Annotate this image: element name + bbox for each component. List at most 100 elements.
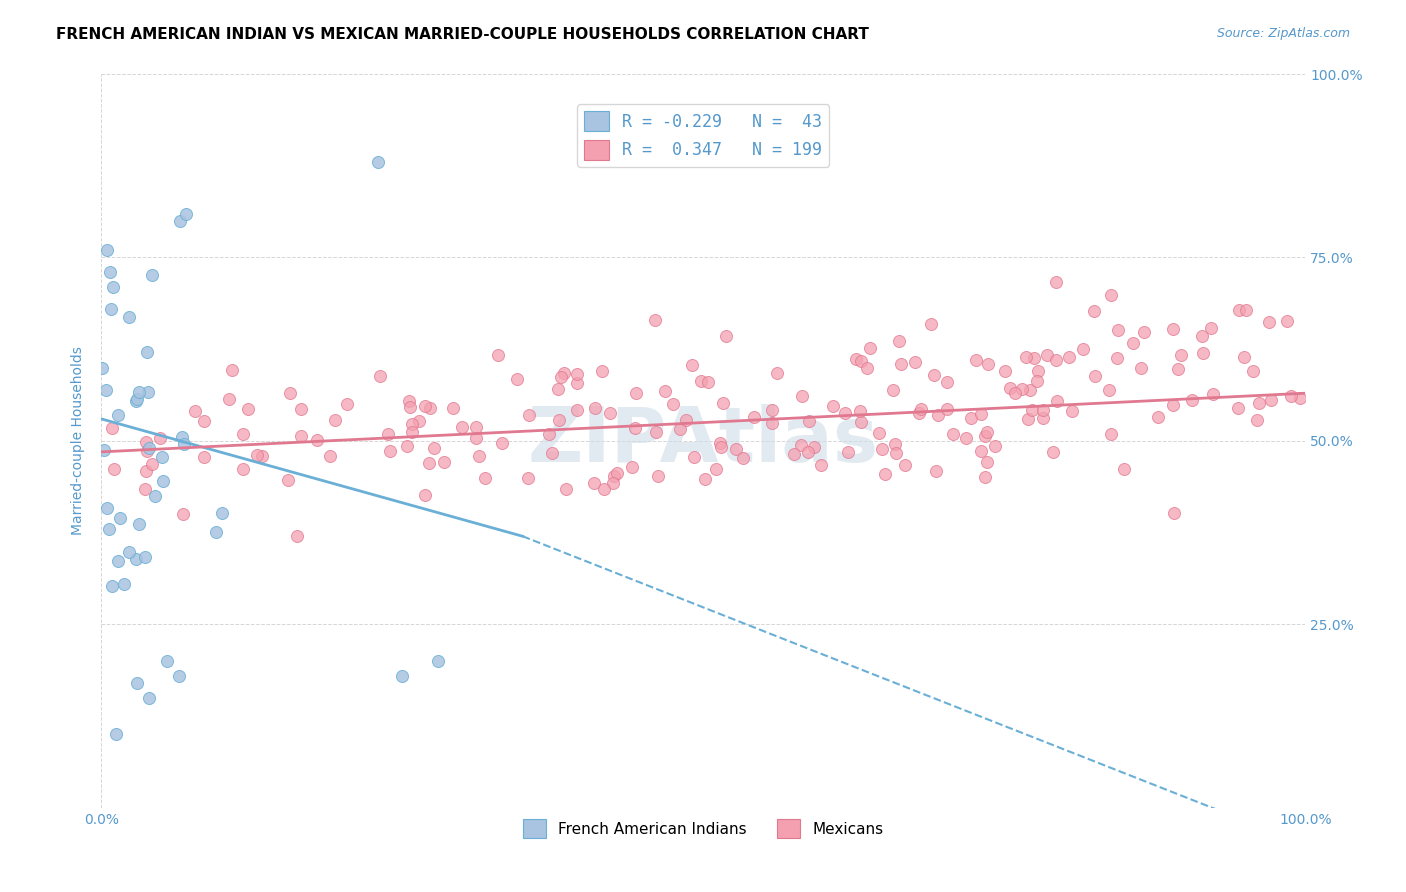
Point <box>1289 391 1312 405</box>
Point <box>128 517 150 532</box>
Point <box>936 401 959 416</box>
Point <box>870 442 893 457</box>
Point <box>221 363 243 377</box>
Point <box>1083 303 1105 318</box>
Point <box>1045 352 1067 367</box>
Point <box>810 458 832 473</box>
Point <box>97 522 120 536</box>
Point <box>193 450 215 465</box>
Point <box>285 529 308 543</box>
Point <box>837 445 859 459</box>
Point <box>238 402 260 417</box>
Point <box>152 474 174 488</box>
Point <box>1233 350 1256 364</box>
Point <box>401 425 423 440</box>
Point <box>415 488 437 502</box>
Point <box>1107 323 1129 337</box>
Point <box>136 384 159 399</box>
Point <box>128 385 150 400</box>
Point <box>1226 401 1249 416</box>
Point <box>1099 426 1122 441</box>
Point <box>1281 389 1303 403</box>
Point <box>849 415 872 429</box>
Point <box>1017 412 1039 426</box>
Point <box>797 444 820 458</box>
Point <box>973 469 995 483</box>
Legend: French American Indians, Mexicans: French American Indians, Mexicans <box>517 814 890 844</box>
Point <box>319 450 342 464</box>
Point <box>602 475 624 490</box>
Point <box>401 417 423 431</box>
Point <box>606 466 628 480</box>
Point <box>849 354 872 368</box>
Point <box>1234 303 1257 318</box>
Point <box>845 352 868 367</box>
Point <box>150 450 173 464</box>
Point <box>1122 335 1144 350</box>
Point <box>211 506 233 520</box>
Point <box>169 668 191 682</box>
Point <box>1163 506 1185 520</box>
Point <box>378 444 401 458</box>
Point <box>108 511 131 525</box>
Point <box>591 364 613 378</box>
Point <box>491 436 513 450</box>
Point <box>391 668 413 682</box>
Point <box>134 482 156 496</box>
Point <box>1026 363 1049 377</box>
Point <box>336 396 359 410</box>
Point <box>1000 381 1022 395</box>
Point <box>927 408 949 422</box>
Point <box>882 384 904 398</box>
Point <box>368 369 391 384</box>
Point <box>873 467 896 482</box>
Point <box>647 469 669 483</box>
Point <box>550 369 572 384</box>
Point <box>884 446 907 460</box>
Point <box>593 482 616 496</box>
Point <box>156 654 179 668</box>
Point <box>193 414 215 428</box>
Point <box>1071 343 1094 357</box>
Point <box>761 416 783 430</box>
Point <box>936 375 959 389</box>
Point <box>766 366 789 380</box>
Point <box>112 577 135 591</box>
Point <box>184 404 207 418</box>
Point <box>465 419 488 434</box>
Point <box>1045 275 1067 289</box>
Point <box>141 268 163 282</box>
Point <box>451 420 474 434</box>
Point <box>1046 394 1069 409</box>
Point <box>731 450 754 465</box>
Point <box>468 449 491 463</box>
Point <box>1098 383 1121 397</box>
Point <box>1132 325 1154 339</box>
Point <box>1042 445 1064 459</box>
Point <box>1032 402 1054 417</box>
Point <box>135 434 157 449</box>
Point <box>920 317 942 331</box>
Point <box>290 428 312 442</box>
Point <box>662 397 685 411</box>
Point <box>367 155 389 169</box>
Y-axis label: Married-couple Households: Married-couple Households <box>72 346 86 535</box>
Point <box>1147 410 1170 425</box>
Point <box>418 456 440 470</box>
Point <box>1181 392 1204 407</box>
Point <box>711 396 734 410</box>
Point <box>821 399 844 413</box>
Point <box>547 413 569 427</box>
Point <box>565 367 588 381</box>
Point <box>1060 403 1083 417</box>
Point <box>1199 321 1222 335</box>
Point <box>517 409 540 423</box>
Point <box>942 426 965 441</box>
Point <box>583 401 606 416</box>
Point <box>803 440 825 454</box>
Point <box>1084 369 1107 384</box>
Point <box>127 676 149 690</box>
Point <box>710 440 733 454</box>
Point <box>125 393 148 408</box>
Point <box>100 301 122 316</box>
